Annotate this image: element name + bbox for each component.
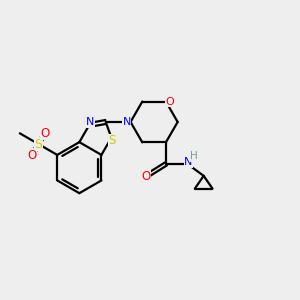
Text: O: O [141,170,150,183]
Text: O: O [40,127,50,140]
Text: N: N [86,117,94,127]
Text: N: N [184,157,193,167]
Text: S: S [34,138,43,151]
Text: N: N [122,117,131,127]
Text: O: O [28,149,37,162]
Text: S: S [109,134,116,147]
Text: H: H [190,151,198,161]
Text: O: O [165,97,174,106]
